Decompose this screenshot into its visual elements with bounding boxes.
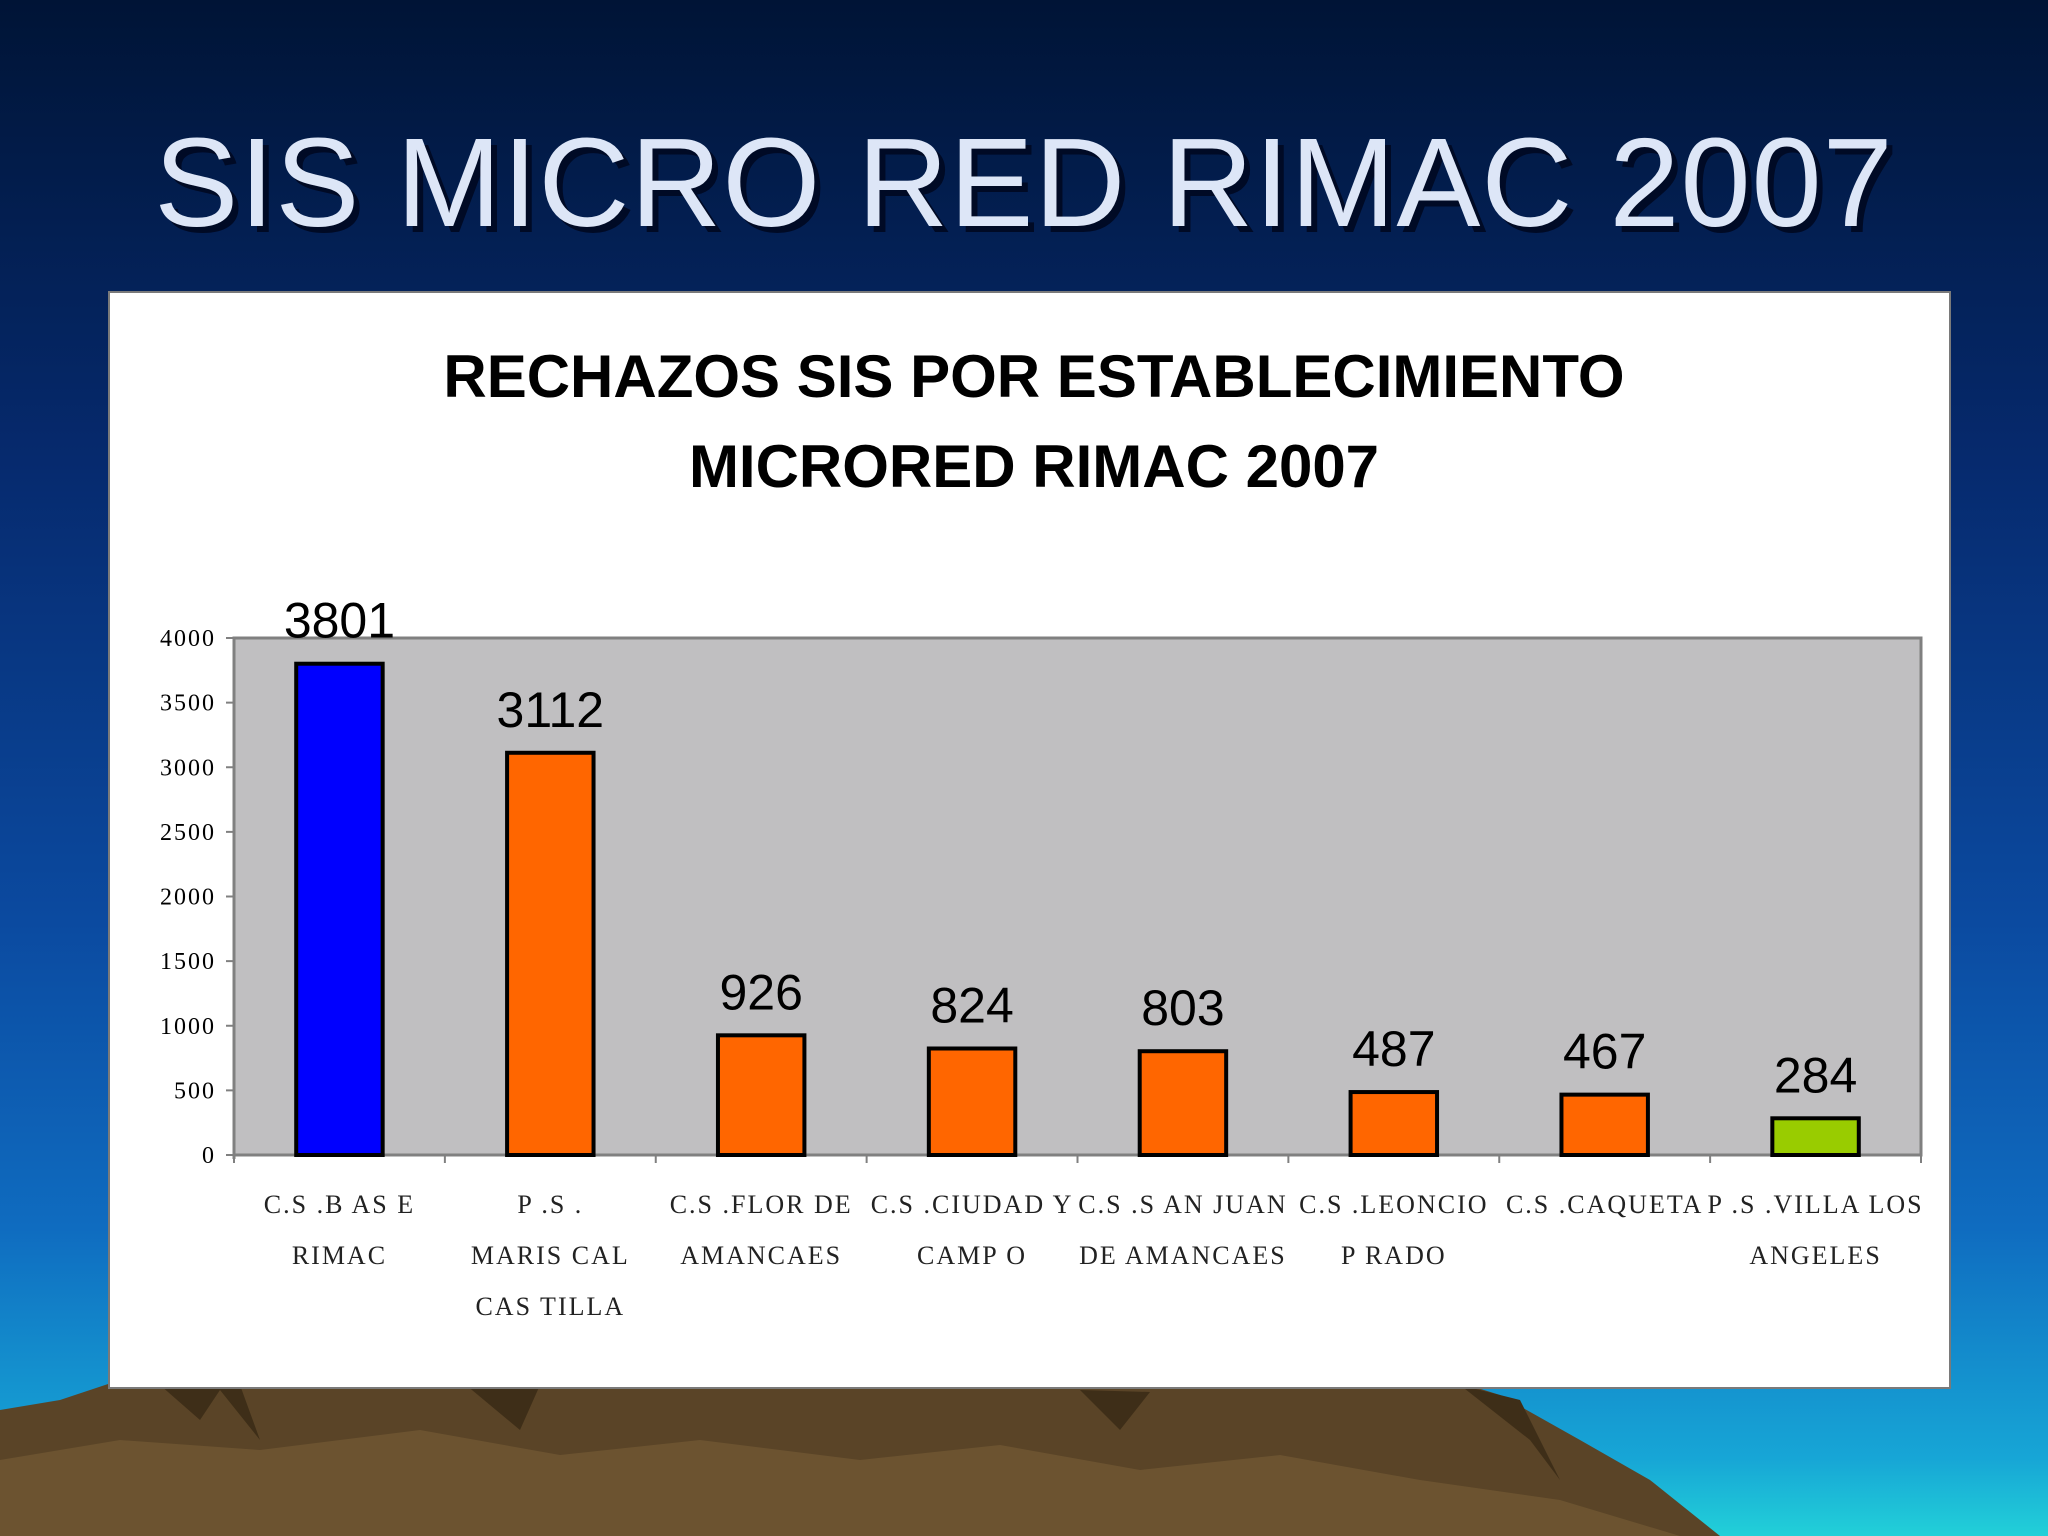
category-label: ANGELES [1749,1241,1881,1270]
y-tick-label: 1500 [160,949,216,975]
data-label: 803 [1141,980,1224,1036]
data-label: 467 [1563,1024,1646,1080]
y-tick-label: 500 [174,1078,216,1104]
category-label: P .S . [517,1190,583,1219]
bar [926,1046,1018,1157]
bar [715,1033,807,1158]
chart-panel: RECHAZOS SIS POR ESTABLECIMIENTO MICRORE… [108,291,1951,1389]
y-axis: 0 500 1000 1500 2000 2500 3000 3500 4000 [160,626,236,1169]
category-label: P RADO [1341,1241,1447,1270]
category-label: RIMAC [292,1241,387,1270]
bar [505,750,596,1157]
data-label: 3112 [497,682,605,738]
data-labels: 3801 3112 926 824 803 487 467 284 [284,593,1857,1104]
category-labels: C.S .B AS E RIMAC P .S . MARIS CAL CAS TILLA… [264,1190,1924,1321]
y-tick-label: 0 [202,1143,216,1169]
y-tick-label: 2500 [160,820,216,846]
category-label: C.S .LEONCIO [1299,1190,1488,1219]
bar [294,661,385,1157]
plot-area [232,636,1923,1157]
bar [1770,1116,1861,1158]
category-label: C.S .CAQUETA [1506,1190,1703,1219]
category-label: MARIS CAL [471,1241,630,1270]
category-label: CAS TILLA [475,1292,625,1321]
slide-title: SIS MICRO RED RIMAC 2007 [154,112,1894,253]
y-tick-label: 1000 [160,1014,216,1040]
bar [1137,1049,1229,1158]
data-label: 284 [1774,1047,1857,1103]
chart-title-line-2: MICRORED RIMAC 2007 [689,433,1379,500]
category-label: C.S .CIUDAD Y [871,1190,1074,1219]
category-label: CAMP O [917,1241,1027,1270]
data-label: 3801 [284,593,395,649]
bar-chart: RECHAZOS SIS POR ESTABLECIMIENTO MICRORE… [160,343,1924,1321]
category-label: DE AMANCAES [1079,1241,1287,1270]
category-label: C.S .B AS E [264,1190,415,1219]
category-label: AMANCAES [680,1241,842,1270]
y-tick-label: 2000 [160,885,216,911]
bar [1348,1090,1440,1157]
category-label: C.S .FLOR DE [670,1190,853,1219]
category-label: P .S .VILLA LOS [1708,1190,1924,1219]
y-tick-label: 3500 [160,691,216,717]
category-label: C.S .S AN JUAN [1078,1190,1287,1219]
bars [294,661,1861,1158]
y-tick-label: 4000 [160,626,216,652]
x-axis [233,1153,1922,1163]
bar [1559,1092,1650,1158]
data-label: 824 [930,977,1013,1033]
y-tick-label: 3000 [160,755,216,781]
chart-title-line-1: RECHAZOS SIS POR ESTABLECIMIENTO [443,343,1624,410]
data-label: 487 [1352,1021,1435,1077]
data-label: 926 [719,964,802,1020]
